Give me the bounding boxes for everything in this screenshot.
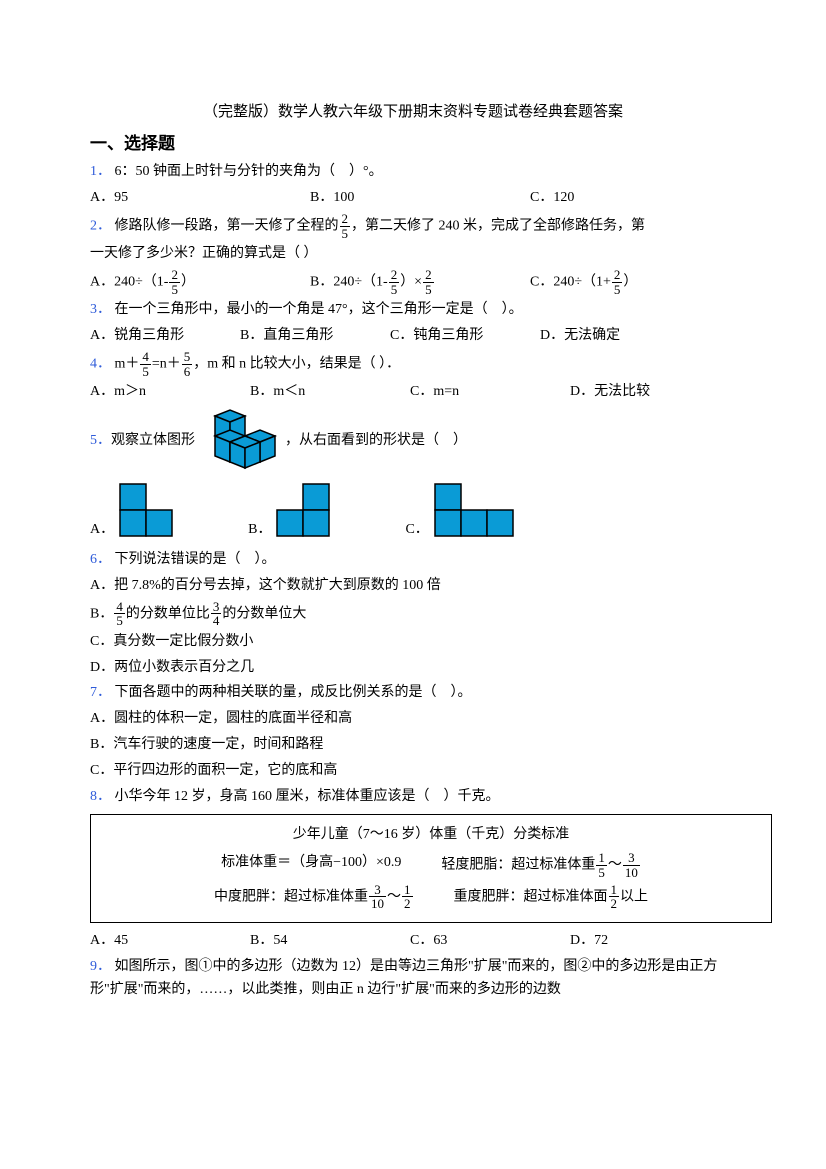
q5-opt-a: A．	[90, 482, 178, 542]
q3-opt-c: C．钝角三角形	[390, 324, 530, 348]
q6-text: 下列说法错误的是（ ）。	[115, 552, 276, 567]
q2-text-a: 修路队修一段路，第一天修了全程的	[115, 218, 339, 233]
question-9: 9． 如图所示，图①中的多边形（边数为 12）是由等边三角形"扩展"而来的，图②…	[90, 955, 736, 1003]
q5-options: A． B． C．	[90, 482, 736, 542]
section-heading: 一、选择题	[90, 130, 736, 159]
q8-r1b: 轻度肥脂：超过标准体重15～310	[441, 851, 641, 879]
question-6: 6． 下列说法错误的是（ ）。	[90, 548, 736, 572]
q8-box-title: 少年儿童（7～16 岁）体重（千克）分类标准	[101, 823, 761, 847]
question-4: 4． m＋45=n＋56，m 和 n 比较大小，结果是（ ）．	[90, 350, 736, 378]
q7-text: 下面各题中的两种相关联的量，成反比例关系的是（ ）。	[115, 685, 472, 700]
q1-num: 1．	[90, 164, 111, 179]
question-5: 5． 观察立体图形 ，从右面看到的形状是（ ）	[90, 406, 736, 476]
q9-num: 9．	[90, 959, 111, 974]
q8-standard-box: 少年儿童（7～16 岁）体重（千克）分类标准 标准体重＝（身高−100）×0.9…	[90, 814, 772, 922]
q4-options: A．m＞n B．m＜n C．m=n D．无法比较	[90, 380, 736, 404]
q2-num: 2．	[90, 218, 111, 233]
question-2: 2． 修路队修一段路，第一天修了全程的25，第二天修了 240 米，完成了全部修…	[90, 212, 736, 240]
q8-r2b: 重度肥胖：超过标准体面12以上	[454, 883, 649, 911]
q4-opt-c: C．m=n	[410, 380, 560, 404]
q3-opt-b: B．直角三角形	[240, 324, 380, 348]
q8-text: 小华今年 12 岁，身高 160 厘米，标准体重应该是（ ）千克。	[115, 789, 500, 804]
q8-opt-d: D．72	[570, 929, 608, 953]
q4-num: 4．	[90, 356, 111, 371]
q5-pre: 观察立体图形	[111, 429, 195, 453]
q2-options: A．240÷（1-25） B．240÷（1-25）×25 C．240÷（1+25…	[90, 268, 736, 296]
q7-opt-b: B．汽车行驶的速度一定，时间和路程	[90, 733, 736, 757]
q6-opt-b: B．45的分数单位比34的分数单位大	[90, 600, 736, 628]
q8-r2a: 中度肥胖：超过标准体重310～12	[214, 883, 414, 911]
q3-num: 3．	[90, 302, 111, 317]
q5-post: ，从右面看到的形状是（ ）	[285, 429, 467, 453]
q3-opt-a: A．锐角三角形	[90, 324, 230, 348]
q3-opt-d: D．无法确定	[540, 324, 620, 348]
q8-r1a: 标准体重＝（身高−100）×0.9	[221, 851, 401, 879]
q6-opt-a: A．把 7.8%的百分号去掉，这个数就扩大到原数的 100 倍	[90, 574, 736, 598]
frac-2-5: 25	[340, 212, 351, 240]
q8-num: 8．	[90, 789, 111, 804]
q9-text: 如图所示，图①中的多边形（边数为 12）是由等边三角形"扩展"而来的，图②中的多…	[90, 959, 717, 998]
q4-opt-d: D．无法比较	[570, 380, 650, 404]
q7-opt-c: C．平行四边形的面积一定，它的底和高	[90, 759, 736, 783]
q8-options: A．45 B．54 C．63 D．72	[90, 929, 736, 953]
q8-opt-c: C．63	[410, 929, 560, 953]
q1-opt-a: A．95	[90, 186, 300, 210]
q1-options: A．95 B．100 C．120	[90, 186, 736, 210]
q2-opt-b: B．240÷（1-25）×25	[310, 268, 520, 296]
q8-opt-a: A．45	[90, 929, 240, 953]
question-3: 3． 在一个三角形中，最小的一个角是 47°，这个三角形一定是（ ）。	[90, 298, 736, 322]
q5-opt-b: B．	[248, 482, 335, 542]
q4-opt-a: A．m＞n	[90, 380, 240, 404]
q5-opt-c: C．	[405, 482, 518, 542]
q6-opt-d: D．两位小数表示百分之几	[90, 656, 736, 680]
q1-opt-c: C．120	[530, 186, 690, 210]
q6-num: 6．	[90, 552, 111, 567]
q6-opt-c: C．真分数一定比假分数小	[90, 630, 736, 654]
question-1: 1． 6：50 钟面上时针与分针的夹角为（ ）°。	[90, 160, 736, 184]
q2-opt-c: C．240÷（1+25）	[530, 268, 690, 296]
q1-text: 6：50 钟面上时针与分针的夹角为（ ）°。	[115, 164, 383, 179]
question-8: 8． 小华今年 12 岁，身高 160 厘米，标准体重应该是（ ）千克。	[90, 785, 736, 809]
q3-text: 在一个三角形中，最小的一个角是 47°，这个三角形一定是（ ）。	[115, 302, 523, 317]
q2-opt-a: A．240÷（1-25）	[90, 268, 300, 296]
q1-opt-b: B．100	[310, 186, 520, 210]
cube-figure	[195, 406, 285, 476]
q2-text-b: ，第二天修了 240 米，完成了全部修路任务，第	[351, 218, 645, 233]
q4-opt-b: B．m＜n	[250, 380, 400, 404]
q5-num: 5．	[90, 429, 111, 453]
question-7: 7． 下面各题中的两种相关联的量，成反比例关系的是（ ）。	[90, 681, 736, 705]
doc-title: （完整版）数学人教六年级下册期末资料专题试卷经典套题答案	[90, 100, 736, 126]
q7-opt-a: A．圆柱的体积一定，圆柱的底面半径和高	[90, 707, 736, 731]
q3-options: A．锐角三角形 B．直角三角形 C．钝角三角形 D．无法确定	[90, 324, 736, 348]
q8-opt-b: B．54	[250, 929, 400, 953]
q7-num: 7．	[90, 685, 111, 700]
q2-text-c: 一天修了多少米？正确的算式是（ ）	[90, 242, 736, 266]
